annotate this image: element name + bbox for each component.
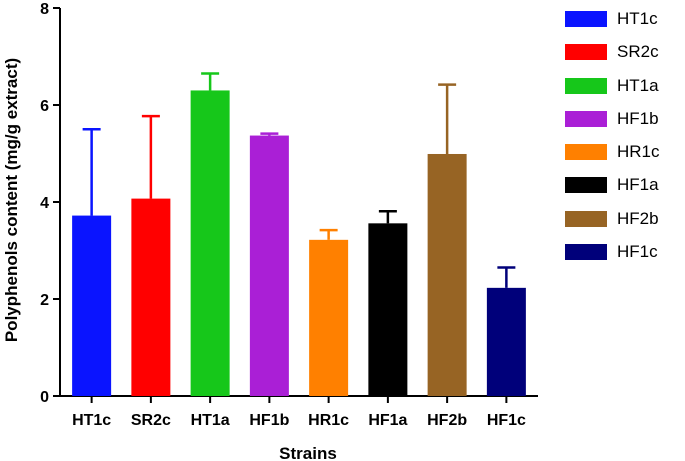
- legend-item-hf1a: HF1a: [565, 174, 683, 196]
- x-axis-title: Strains: [279, 444, 337, 461]
- x-tick-label-hf2b: HF2b: [427, 412, 467, 429]
- error-bars-group: [82, 72, 516, 288]
- legend-swatch: [565, 244, 607, 261]
- bar-sr2c: [131, 198, 171, 396]
- bar-ht1a: [190, 90, 230, 396]
- legend-swatch: [565, 177, 607, 194]
- y-tick-label: 8: [40, 1, 49, 18]
- legend-label: HF1a: [617, 175, 659, 195]
- legend-label: HF1b: [617, 108, 659, 128]
- bar-hf1c: [486, 287, 526, 396]
- x-tick-label-hf1a: HF1a: [368, 412, 407, 429]
- x-tick-label-sr2c: SR2c: [131, 412, 171, 429]
- legend-label: HF2b: [617, 208, 659, 228]
- y-axis: [53, 7, 61, 397]
- y-tick-label: 4: [40, 195, 49, 212]
- bar-hf2b: [427, 153, 467, 396]
- x-tick-label-ht1a: HT1a: [191, 412, 230, 429]
- legend-swatch: [565, 110, 607, 127]
- legend-item-hf1c: HF1c: [565, 241, 683, 263]
- bar-ht1c: [72, 215, 112, 396]
- legend-label: SR2c: [617, 42, 659, 62]
- legend-item-hf2b: HF2b: [565, 208, 683, 230]
- legend-item-ht1c: HT1c: [565, 8, 683, 30]
- bars-group: [72, 90, 526, 396]
- x-axis: [59, 395, 538, 403]
- legend-label: HT1c: [617, 9, 658, 28]
- x-tick-label-ht1c: HT1c: [72, 412, 111, 429]
- x-tick-label-hf1b: HF1b: [249, 412, 289, 429]
- legend-item-hf1b: HF1b: [565, 108, 683, 130]
- legend-swatch: [565, 210, 607, 227]
- y-tick-labels: 0 2 4 6 8: [40, 1, 49, 406]
- legend-swatch: [565, 77, 607, 94]
- x-tick-label-hf1c: HF1c: [487, 412, 526, 429]
- legend-label: HT1a: [617, 75, 659, 95]
- legend-swatch: [565, 11, 607, 27]
- y-tick-label: 0: [40, 389, 49, 406]
- y-tick-label: 2: [40, 292, 49, 309]
- bar-hf1b: [249, 135, 289, 396]
- y-tick-label: 6: [40, 98, 49, 115]
- y-axis-title: Polyphenols content (mg/g extract): [2, 58, 21, 342]
- x-tick-labels: HT1c SR2c HT1a HF1b HR1c HF1a HF2b HF1c: [72, 412, 526, 429]
- legend-swatch: [565, 44, 607, 61]
- x-tick-label-hr1c: HR1c: [308, 412, 349, 429]
- bar-hf1a: [368, 223, 408, 396]
- bar-hr1c: [309, 239, 349, 396]
- legend: HT1c SR2c HT1a HF1b HR1c HF1a HF2b HF1c: [565, 8, 683, 274]
- legend-swatch: [565, 144, 607, 161]
- legend-item-hr1c: HR1c: [565, 141, 683, 163]
- legend-label: HR1c: [617, 142, 660, 162]
- legend-item-ht1a: HT1a: [565, 75, 683, 97]
- legend-label: HF1c: [617, 242, 658, 262]
- legend-item-sr2c: SR2c: [565, 41, 683, 63]
